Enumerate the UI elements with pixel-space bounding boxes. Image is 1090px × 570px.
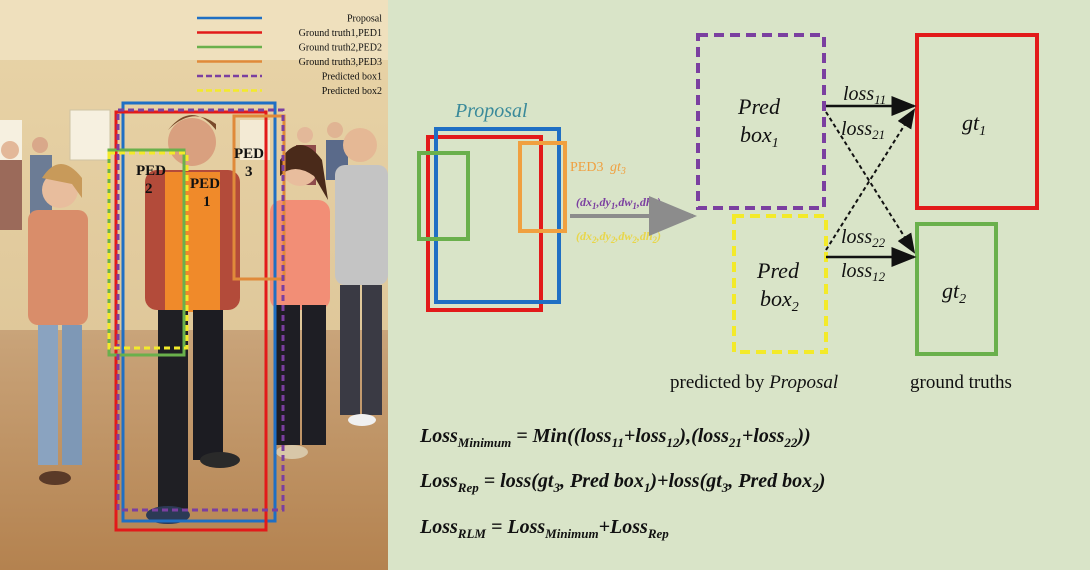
caption-ground-truths: ground truths [910, 372, 1012, 393]
formula-loss-rlm: LossRLM = LossMinimum+LossRep [419, 516, 669, 541]
pred-box2-line1: Pred [756, 258, 800, 283]
legend-label: Ground truth1,PED1 [299, 28, 382, 39]
pred-box2 [732, 214, 828, 354]
photo-proposal-box [121, 101, 277, 523]
person-far-right [335, 128, 388, 426]
ped1-label-line2: 1 [203, 194, 211, 210]
loss21-label: loss21 [841, 118, 885, 142]
legend-label: Proposal [347, 14, 382, 25]
offset1-label: (dx1,dy1,dw1,dh1) [576, 195, 661, 211]
pred-box1-line2: box1 [740, 122, 779, 151]
ped2-label-line2: 2 [145, 181, 153, 197]
proposal-title: Proposal [454, 100, 528, 122]
gt2-label: gt2 [942, 278, 966, 307]
legend-label: Predicted box2 [322, 86, 382, 97]
gt1-label: gt1 [962, 110, 986, 139]
legend-label: Ground truth3,PED3 [299, 57, 382, 68]
gt1-box [915, 33, 1039, 210]
ped1-label-line1: PED [190, 176, 220, 192]
pred-box2-line2: box2 [760, 286, 799, 315]
photo-pred2-box [107, 151, 189, 350]
ped3-label-line1: PED [234, 146, 264, 162]
person-left [28, 164, 88, 485]
photo-legend: Proposal Ground truth1,PED1 Ground truth2,… [197, 14, 382, 97]
formula-loss-rep: LossRep = loss(gt3, Pred box1)+loss(gt3,… [419, 470, 825, 495]
photo-pred1-box [116, 108, 285, 512]
formula-loss-minimum: LossMinimum = Min((loss11+loss12),(loss2… [419, 425, 811, 450]
pred-box1 [696, 33, 826, 210]
diagram-proposal-box [434, 127, 561, 304]
ped3-gt3-label: PED3 gt3 [570, 160, 626, 177]
ped3-label-line2: 3 [245, 164, 253, 180]
loss22-label: loss22 [841, 226, 886, 250]
caption-predicted: predicted by Proposal [670, 372, 838, 393]
offset2-label: (dx2,dy2,dw2,dh2) [576, 229, 661, 245]
photo-panel: PED 2 PED 1 PED 3 Proposal Ground truth1,… [0, 0, 388, 570]
ped2-label-line1: PED [136, 163, 166, 179]
photo-gt2-box [107, 148, 186, 357]
legend-label: Ground truth2,PED2 [299, 43, 382, 54]
diagram-gt2-green-box [417, 151, 470, 241]
diagram-gt1-red-box [426, 135, 543, 312]
diagram-gt3-orange-box [518, 141, 567, 233]
legend-label: Predicted box1 [322, 72, 382, 83]
photo-boxes [107, 101, 286, 532]
diagram-panel: Proposal PED3 gt3 (dx1,dy1,dw1,dh1) (dx2… [417, 33, 1039, 541]
photo-gt1-box [114, 110, 268, 532]
loss11-label: loss11 [843, 83, 886, 107]
person-center [145, 115, 240, 524]
gt2-box [915, 222, 998, 356]
pred-box1-line1: Pred [737, 94, 781, 119]
loss12-label: loss12 [841, 260, 886, 284]
